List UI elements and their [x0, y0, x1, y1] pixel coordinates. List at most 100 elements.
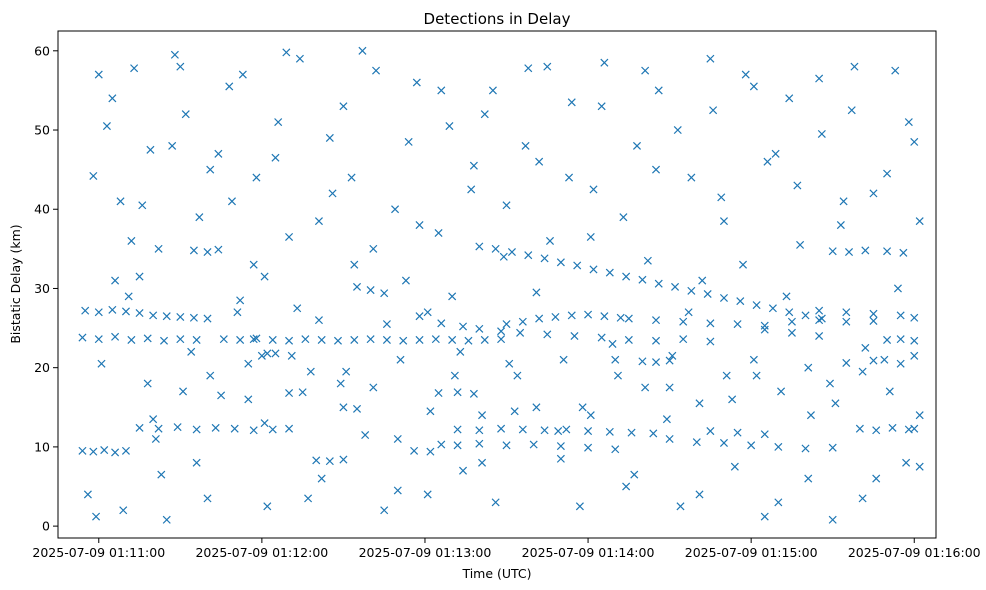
plot-area-frame [57, 30, 937, 539]
y-tick-label: 0 [42, 519, 50, 534]
data-point [567, 311, 576, 320]
data-point [328, 189, 337, 198]
data-point [858, 494, 867, 503]
data-point [872, 426, 881, 435]
data-point [717, 193, 726, 202]
data-point [342, 367, 351, 376]
data-point [314, 217, 323, 226]
data-point [589, 265, 598, 274]
data-point [317, 474, 326, 483]
data-point [282, 48, 291, 57]
data-point [475, 426, 484, 435]
data-point [825, 379, 835, 388]
data-point [586, 232, 595, 241]
data-point [760, 325, 769, 334]
data-point [828, 443, 837, 452]
data-point [317, 335, 326, 344]
data-point [89, 171, 98, 180]
data-point [842, 308, 851, 317]
data-point [274, 118, 283, 127]
data-point [497, 327, 506, 336]
data-point [584, 443, 593, 452]
data-point [782, 292, 791, 301]
data-point [915, 411, 924, 420]
data-point [92, 512, 101, 521]
data-point [325, 457, 334, 466]
data-point [181, 110, 190, 119]
data-point [815, 74, 824, 83]
data-point [815, 306, 824, 315]
data-point [189, 246, 198, 255]
data-point [817, 129, 826, 139]
data-point [684, 308, 693, 317]
data-point [597, 333, 606, 342]
data-point [100, 446, 109, 455]
data-point [168, 141, 177, 150]
data-point [722, 371, 731, 380]
y-tick-label: 60 [34, 43, 50, 58]
data-point [233, 308, 242, 317]
data-point [883, 247, 892, 256]
data-point [532, 288, 541, 297]
data-point [738, 260, 748, 269]
data-point [768, 304, 777, 313]
data-point [706, 319, 715, 328]
data-point [502, 201, 511, 210]
data-point [611, 355, 620, 364]
data-point [651, 165, 661, 174]
data-point [565, 173, 574, 182]
data-point [763, 157, 772, 166]
data-point [108, 305, 117, 314]
data-point [236, 296, 245, 305]
data-point [643, 256, 652, 265]
data-point [771, 149, 780, 158]
data-point [801, 444, 810, 453]
x-tick-label: 2025-07-09 01:15:00 [685, 545, 818, 560]
data-point [225, 82, 234, 91]
x-tick-label: 2025-07-09 01:13:00 [359, 545, 492, 560]
data-point [589, 185, 598, 194]
data-point [382, 335, 391, 344]
data-point [415, 221, 424, 230]
data-point [556, 454, 565, 463]
data-point [709, 106, 718, 115]
data-point [448, 292, 457, 301]
data-point [839, 197, 848, 206]
y-axis-label: Bistatic Delay (km) [8, 224, 23, 343]
data-point [475, 242, 484, 251]
data-point [516, 328, 525, 337]
data-point [450, 371, 459, 380]
data-point [861, 246, 870, 255]
data-point [111, 332, 120, 341]
data-point [475, 439, 484, 448]
data-point [499, 252, 508, 261]
data-point [679, 317, 688, 326]
data-point [475, 324, 484, 333]
data-point [478, 458, 487, 467]
data-point [453, 388, 462, 397]
data-point [252, 173, 261, 182]
data-point [842, 358, 851, 367]
data-point [861, 343, 870, 352]
data-point [391, 205, 400, 214]
data-point [249, 426, 258, 435]
data-point [858, 367, 867, 376]
data-point [719, 217, 728, 226]
data-point [752, 301, 761, 310]
data-point [426, 447, 435, 456]
data-point [83, 490, 92, 499]
data-point [793, 181, 802, 190]
data-point [469, 161, 478, 170]
data-point [412, 78, 421, 87]
data-point [624, 335, 633, 344]
y-axis: 0 10 20 30 40 50 60 [34, 43, 58, 534]
data-point [671, 282, 680, 291]
data-point [372, 66, 381, 75]
data-point [787, 328, 796, 337]
data-point [641, 66, 650, 75]
data-point [600, 312, 609, 321]
data-point [518, 425, 527, 434]
data-point [844, 247, 854, 257]
data-point [244, 395, 253, 404]
data-point [679, 335, 688, 344]
